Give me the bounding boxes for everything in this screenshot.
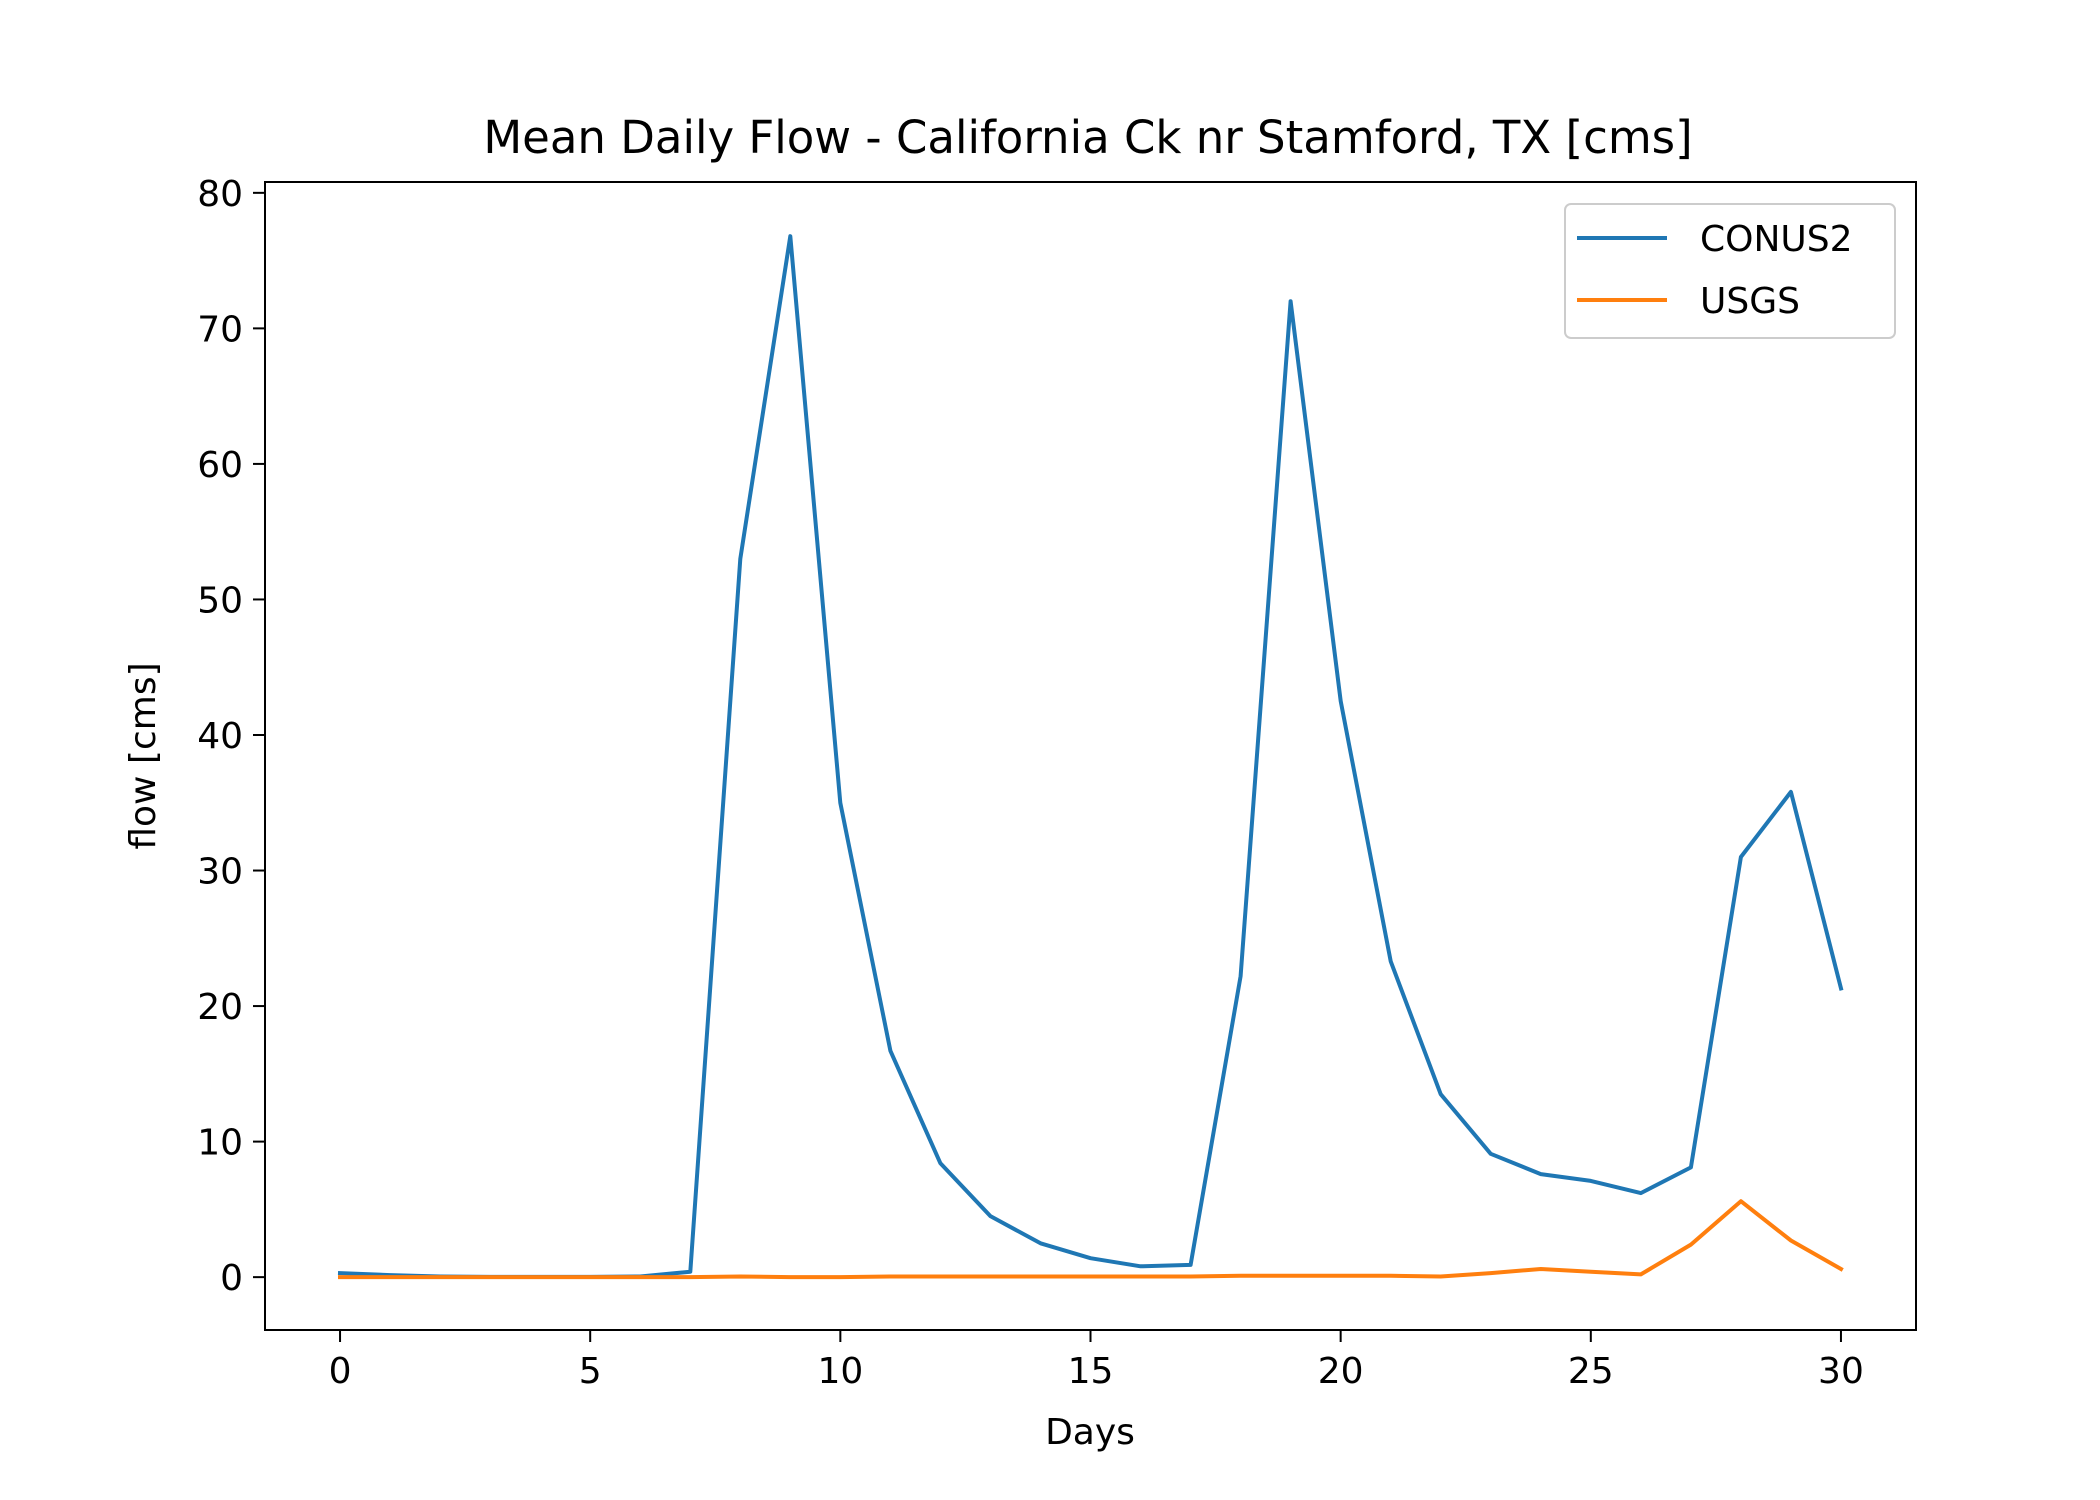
y-axis-label: flow [cms]: [123, 662, 164, 849]
y-tick-label: 50: [197, 580, 243, 621]
y-tick-label: 10: [197, 1123, 243, 1164]
y-tick-label: 20: [197, 987, 243, 1028]
chart-title: Mean Daily Flow - California Ck nr Stamf…: [483, 111, 1692, 164]
x-tick-label: 5: [579, 1351, 602, 1392]
x-axis-ticks: 0 5 10 15 20 25 30: [329, 1330, 1864, 1392]
x-axis-label: Days: [1045, 1412, 1135, 1453]
x-tick-label: 20: [1318, 1351, 1364, 1392]
y-tick-label: 70: [197, 309, 243, 350]
plot-lines: [337, 234, 1844, 1280]
y-tick-label: 60: [197, 445, 243, 486]
legend-label-usgs: USGS: [1700, 281, 1800, 322]
y-tick-label: 30: [197, 852, 243, 893]
x-tick-label: 0: [329, 1351, 352, 1392]
y-tick-label: 0: [220, 1258, 243, 1299]
x-tick-label: 10: [817, 1351, 863, 1392]
series-line-usgs: [338, 1199, 1844, 1280]
x-tick-label: 15: [1068, 1351, 1114, 1392]
y-tick-label: 40: [197, 716, 243, 757]
x-tick-label: 25: [1568, 1351, 1614, 1392]
y-axis-ticks: 0 10 20 30 40 50 60 70 80: [197, 174, 265, 1299]
y-tick-label: 80: [197, 174, 243, 215]
legend: CONUS2 USGS: [1564, 203, 1896, 339]
x-tick-label: 30: [1818, 1351, 1864, 1392]
legend-label-conus2: CONUS2: [1700, 219, 1853, 260]
